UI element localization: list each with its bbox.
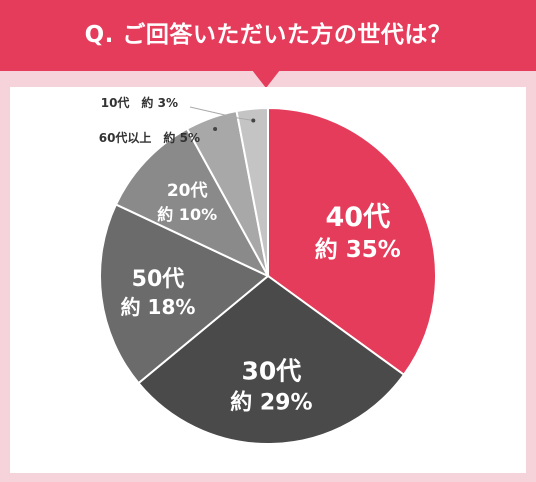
pie-slice-3 (98, 203, 270, 385)
pie-slice-1 (267, 106, 437, 377)
slice-1-value-label: 約 35% (315, 236, 401, 263)
pie-slice-6 (235, 106, 269, 277)
pie-slice-4 (114, 127, 271, 279)
slice-6-outside-label: 10代 約 3% (101, 95, 178, 110)
slice-4-value-label: 約 10% (157, 205, 217, 224)
slice-5-leader-dot (213, 127, 218, 131)
banner-pointer (252, 70, 280, 88)
slice-6-leader-line (189, 106, 254, 121)
slice-1-name-label: 40代 (326, 202, 391, 233)
slice-3-name-label: 50代 (132, 267, 185, 292)
slice-3-value-label: 約 18% (121, 295, 196, 319)
slice-5-outside-label: 60代以上 約 5% (99, 130, 200, 145)
slice-6-leader-dot (251, 118, 256, 123)
title-banner (0, 0, 536, 71)
pie-slice-2 (137, 274, 406, 446)
slice-2-name-label: 30代 (241, 356, 301, 385)
chart-title: Q. ご回答いただいた方の世代は？ (84, 22, 452, 48)
slice-4-name-label: 20代 (167, 180, 208, 201)
slice-2-value-label: 約 29% (230, 389, 312, 415)
